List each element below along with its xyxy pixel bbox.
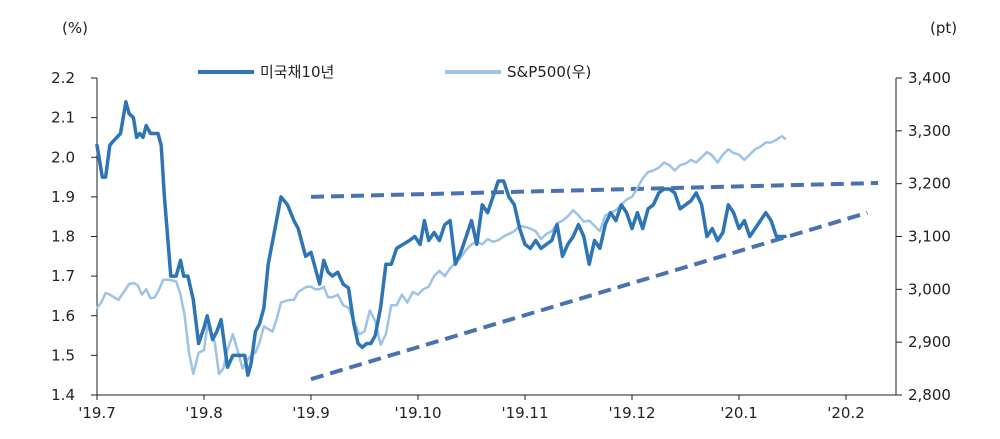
right-tick-label: 3,200 xyxy=(908,175,951,193)
trendline xyxy=(310,210,868,382)
right-tick-label: 3,100 xyxy=(908,228,951,246)
left-tick-label: 1.5 xyxy=(51,346,75,364)
left-tick-label: 2.0 xyxy=(51,148,75,166)
legend-label: S&P500(우) xyxy=(507,63,591,81)
left-tick-label: 1.4 xyxy=(51,386,75,404)
series-line-treasury-10y xyxy=(95,100,787,377)
x-tick-label: '19.12 xyxy=(608,404,655,422)
left-tick-label: 1.9 xyxy=(51,188,75,206)
right-tick-label: 2,900 xyxy=(908,333,951,351)
axes-group: 1.4 1.5 1.6 1.7 1.8 1.9 2.0 2.1 2.2 2,800 2,900 3,0… xyxy=(51,69,951,422)
series-line-sp500 xyxy=(95,134,787,376)
series-group xyxy=(95,100,787,377)
right-tick-label: 3,400 xyxy=(908,69,951,87)
left-axis-unit: (%) xyxy=(62,19,88,37)
trendlines-group xyxy=(310,181,879,382)
x-tick-label: '19.7 xyxy=(78,404,116,422)
x-tick-label: '19.9 xyxy=(292,404,330,422)
trendline xyxy=(310,181,879,199)
right-tick-label: 3,300 xyxy=(908,122,951,140)
x-tick-label: '20.2 xyxy=(827,404,865,422)
x-tick-label: '20.1 xyxy=(720,404,758,422)
x-tick-label: '19.11 xyxy=(501,404,548,422)
x-tick-label: '19.10 xyxy=(394,404,441,422)
right-tick-label: 3,000 xyxy=(908,280,951,298)
left-tick-label: 2.1 xyxy=(51,109,75,127)
left-tick-label: 1.7 xyxy=(51,267,75,285)
left-tick-label: 1.6 xyxy=(51,307,75,325)
right-tick-label: 2,800 xyxy=(908,386,951,404)
legend-label: 미국채10년 xyxy=(260,63,334,81)
left-tick-label: 2.2 xyxy=(51,69,75,87)
x-tick-label: '19.8 xyxy=(185,404,223,422)
left-tick-label: 1.8 xyxy=(51,228,75,246)
legend: 미국채10년 S&P500(우) xyxy=(198,63,591,81)
right-axis-unit: (pt) xyxy=(930,19,957,37)
